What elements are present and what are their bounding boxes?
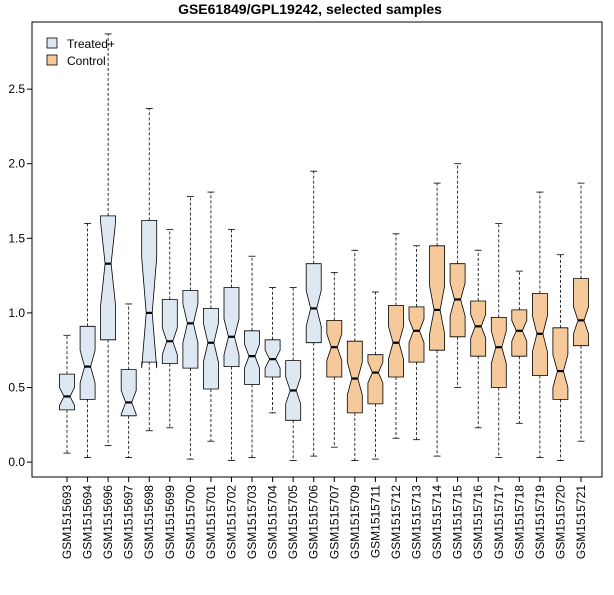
x-tick-label: GSM1515712 <box>389 485 403 559</box>
box-body <box>346 340 363 414</box>
box-body <box>511 309 528 357</box>
x-tick-label: GSM1515713 <box>410 485 424 559</box>
x-tick-label: GSM1515693 <box>60 485 74 559</box>
plot-frame <box>31 21 603 478</box>
x-tick-label: GSM1515720 <box>553 485 567 559</box>
x-tick-label: GSM1515716 <box>471 485 485 559</box>
x-tick-label: GSM1515700 <box>183 485 197 559</box>
legend-swatch <box>46 37 58 49</box>
x-tick-label: GSM1515696 <box>101 485 115 559</box>
y-tick-label: 2.5 <box>8 82 25 96</box>
box-GSM1515721: GSM1515721 <box>573 182 589 559</box>
y-tick-label: 0.0 <box>8 455 25 469</box>
box-body <box>182 290 199 369</box>
box-GSM1515697: GSM1515697 <box>120 303 137 559</box>
legend: Treated+ Control <box>46 37 115 68</box>
box-body <box>367 354 384 405</box>
box-body <box>552 327 569 400</box>
x-tick-label: GSM1515704 <box>266 485 280 559</box>
box-body <box>161 299 178 365</box>
x-tick-label: GSM1515705 <box>286 485 300 559</box>
box-body <box>202 307 219 390</box>
box-GSM1515698: GSM1515698 <box>141 108 158 559</box>
x-tick-label: GSM1515719 <box>533 485 547 559</box>
box-GSM1515713: GSM1515713 <box>408 245 425 559</box>
box-body <box>244 330 260 385</box>
box-GSM1515715: GSM1515715 <box>449 163 466 559</box>
box-body <box>79 325 96 400</box>
y-axis: 0.0 0.5 1.0 1.5 2.0 2.5 <box>8 82 32 469</box>
box-GSM1515716: GSM1515716 <box>470 249 487 559</box>
box-GSM1515719: GSM1515719 <box>532 191 548 559</box>
box-GSM1515707: GSM1515707 <box>326 272 343 559</box>
box-body <box>470 300 487 357</box>
x-tick-label: GSM1515702 <box>224 485 238 559</box>
box-GSM1515720: GSM1515720 <box>552 254 569 559</box>
box-GSM1515711: GSM1515711 <box>367 291 384 558</box>
x-tick-label: GSM1515694 <box>81 485 95 559</box>
box-GSM1515694: GSM1515694 <box>79 222 96 559</box>
box-GSM1515718: GSM1515718 <box>511 270 528 559</box>
y-tick-label: 1.5 <box>8 231 25 245</box>
x-tick-label: GSM1515717 <box>492 485 506 559</box>
legend-label: Control <box>67 54 106 68</box>
x-tick-label: GSM1515721 <box>574 485 588 559</box>
box-body <box>223 287 240 368</box>
x-tick-label: GSM1515699 <box>163 485 177 559</box>
y-tick-label: 2.0 <box>8 157 25 171</box>
x-tick-label: GSM1515714 <box>430 485 444 559</box>
box-GSM1515709: GSM1515709 <box>346 249 363 559</box>
y-tick-label: 0.5 <box>8 380 25 394</box>
box-GSM1515696: GSM1515696 <box>100 33 116 559</box>
box-GSM1515701: GSM1515701 <box>202 191 219 559</box>
box-body <box>305 263 322 344</box>
box-GSM1515705: GSM1515705 <box>285 287 302 559</box>
legend-label: Treated+ <box>67 37 115 51</box>
box-body <box>429 245 446 351</box>
box-GSM1515693: GSM1515693 <box>59 334 75 559</box>
box-GSM1515700: GSM1515700 <box>182 196 199 559</box>
x-tick-label: GSM1515715 <box>451 485 465 559</box>
plot-area: 0.0 0.5 1.0 1.5 2.0 2.5 GSM1515693 GSM1515694 GS… <box>8 21 603 559</box>
x-tick-label: GSM1515698 <box>142 485 156 559</box>
x-tick-label: GSM1515709 <box>348 485 362 559</box>
box-body <box>388 304 404 378</box>
legend-item: Control <box>46 54 106 68</box>
x-tick-label: GSM1515718 <box>512 485 526 559</box>
x-tick-label: GSM1515701 <box>204 485 218 559</box>
box-GSM1515717: GSM1515717 <box>490 222 507 559</box>
box-GSM1515703: GSM1515703 <box>244 255 260 559</box>
box-body <box>100 215 116 341</box>
box-GSM1515702: GSM1515702 <box>223 228 240 559</box>
box-body <box>326 319 343 378</box>
legend-item: Treated+ <box>46 37 115 51</box>
box-body <box>59 373 75 411</box>
box-GSM1515712: GSM1515712 <box>388 233 404 559</box>
legend-swatch <box>46 54 58 66</box>
box-GSM1515714: GSM1515714 <box>429 182 446 559</box>
box-GSM1515706: GSM1515706 <box>305 170 322 559</box>
box-body <box>120 369 137 417</box>
x-tick-label: GSM1515697 <box>122 485 136 559</box>
box-GSM1515704: GSM1515704 <box>264 287 281 559</box>
box-body <box>573 278 589 347</box>
x-tick-label: GSM1515706 <box>307 485 321 559</box>
x-tick-label: GSM1515711 <box>368 485 382 558</box>
x-tick-label: GSM1515703 <box>245 485 259 559</box>
box-body <box>408 306 425 363</box>
x-tick-label: GSM1515707 <box>327 485 341 559</box>
box-body <box>490 316 507 388</box>
y-tick-label: 1.0 <box>8 306 25 320</box>
box-GSM1515699: GSM1515699 <box>161 228 178 559</box>
chart-title: GSE61849/GPL19242, selected samples <box>178 1 442 17</box>
box-body <box>141 219 158 369</box>
